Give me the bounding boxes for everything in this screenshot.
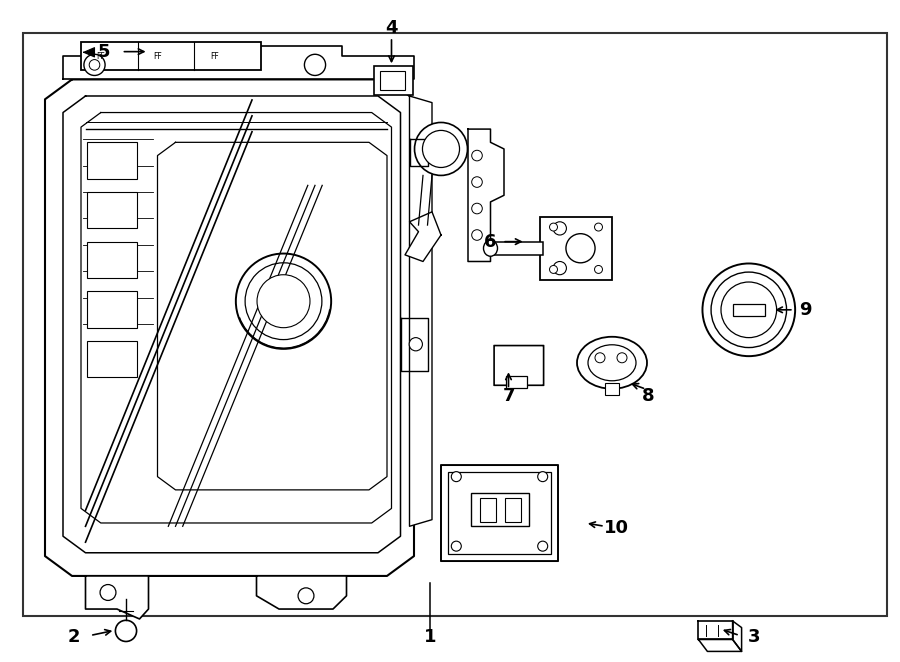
Circle shape: [415, 122, 467, 175]
FancyBboxPatch shape: [441, 465, 558, 561]
Circle shape: [451, 541, 462, 551]
Circle shape: [472, 150, 482, 161]
Circle shape: [451, 471, 462, 482]
Circle shape: [245, 263, 322, 340]
Circle shape: [472, 177, 482, 187]
Bar: [87, 142, 137, 179]
Bar: [87, 192, 137, 228]
Polygon shape: [45, 79, 414, 576]
Polygon shape: [400, 318, 428, 371]
Circle shape: [257, 275, 310, 328]
Circle shape: [566, 234, 595, 263]
Polygon shape: [410, 96, 432, 526]
Polygon shape: [256, 576, 346, 609]
Polygon shape: [81, 113, 392, 523]
Text: 4: 4: [385, 19, 398, 37]
Text: 1: 1: [424, 628, 436, 646]
Circle shape: [472, 230, 482, 240]
Polygon shape: [733, 621, 742, 651]
Bar: [506, 376, 527, 388]
Bar: [491, 242, 543, 255]
FancyBboxPatch shape: [494, 346, 544, 385]
Text: FF: FF: [96, 52, 105, 61]
Circle shape: [410, 338, 422, 351]
Bar: [505, 498, 521, 522]
Circle shape: [298, 588, 314, 604]
Bar: [540, 217, 612, 280]
Text: 7: 7: [502, 387, 515, 405]
Bar: [448, 472, 551, 555]
Circle shape: [721, 282, 777, 338]
Polygon shape: [86, 576, 148, 619]
Text: 10: 10: [604, 519, 629, 538]
Circle shape: [84, 54, 105, 75]
Ellipse shape: [588, 345, 636, 381]
Bar: [733, 304, 765, 316]
Circle shape: [550, 265, 557, 273]
Ellipse shape: [483, 240, 498, 256]
Text: FF: FF: [153, 52, 162, 61]
Circle shape: [711, 272, 787, 348]
Circle shape: [100, 585, 116, 600]
Circle shape: [595, 223, 602, 231]
Bar: [81, 42, 261, 70]
Polygon shape: [63, 96, 400, 553]
Bar: [471, 493, 529, 526]
Text: 6: 6: [484, 232, 497, 251]
Text: 8: 8: [642, 387, 654, 405]
Circle shape: [115, 620, 137, 641]
Text: 3: 3: [748, 628, 760, 646]
Circle shape: [472, 203, 482, 214]
Circle shape: [236, 254, 331, 349]
Circle shape: [703, 263, 795, 356]
Bar: [605, 383, 619, 395]
Polygon shape: [84, 48, 94, 57]
Circle shape: [595, 353, 605, 363]
Circle shape: [537, 541, 548, 551]
Circle shape: [550, 223, 557, 231]
Circle shape: [554, 261, 566, 275]
Bar: [380, 71, 405, 90]
Polygon shape: [698, 639, 742, 651]
Bar: [87, 341, 137, 377]
Circle shape: [422, 130, 460, 167]
Polygon shape: [468, 129, 504, 261]
Bar: [480, 498, 496, 522]
Polygon shape: [410, 139, 427, 166]
Text: 5: 5: [97, 42, 110, 61]
Polygon shape: [698, 621, 733, 639]
Text: 2: 2: [68, 628, 80, 646]
Polygon shape: [405, 212, 441, 261]
Circle shape: [537, 471, 548, 482]
Bar: [374, 66, 413, 95]
Circle shape: [89, 60, 100, 70]
Bar: [87, 242, 137, 278]
Circle shape: [617, 353, 627, 363]
Bar: [87, 291, 137, 328]
Text: FF: FF: [210, 52, 219, 61]
Circle shape: [554, 222, 566, 235]
Bar: [22, 33, 886, 616]
Circle shape: [595, 265, 602, 273]
Polygon shape: [63, 46, 414, 79]
Polygon shape: [158, 142, 387, 490]
Ellipse shape: [577, 337, 647, 389]
Circle shape: [304, 54, 326, 75]
Text: 9: 9: [799, 301, 812, 319]
